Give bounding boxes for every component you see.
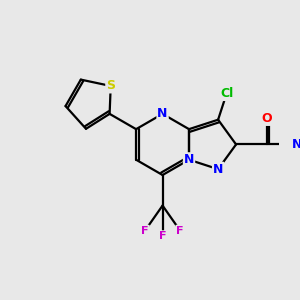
Text: F: F (141, 226, 149, 236)
Text: N: N (158, 107, 168, 120)
Text: S: S (106, 80, 115, 92)
Text: F: F (159, 231, 166, 241)
Text: N: N (184, 153, 194, 166)
Text: N: N (292, 138, 300, 151)
Text: O: O (261, 112, 272, 125)
Text: N: N (213, 163, 223, 176)
Text: F: F (176, 226, 184, 236)
Text: Cl: Cl (220, 87, 233, 100)
